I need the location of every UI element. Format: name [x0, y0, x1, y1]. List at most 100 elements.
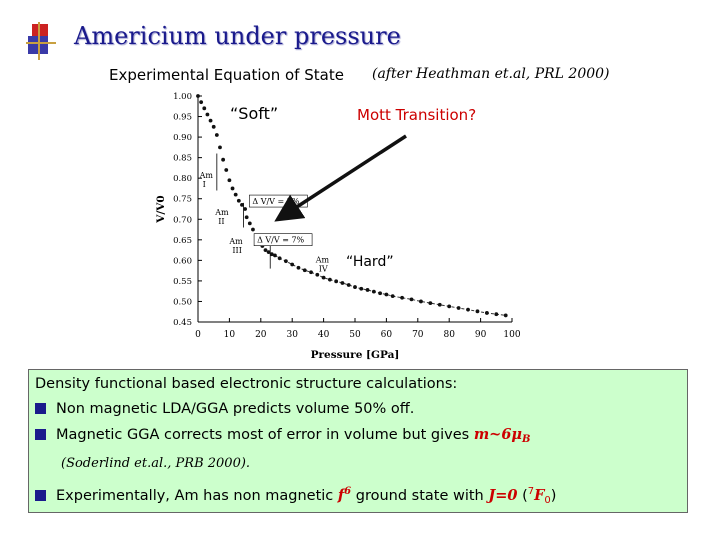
y-tick-label: 0.45	[173, 318, 192, 328]
data-point	[269, 252, 274, 257]
y-tick-label: 0.50	[173, 297, 192, 307]
term-subscript: 0	[544, 495, 551, 506]
data-point	[390, 294, 395, 299]
data-point	[251, 227, 255, 232]
slide-logo	[26, 22, 56, 60]
f-state: f6	[337, 486, 351, 504]
x-tick-label: 40	[318, 330, 330, 340]
data-point	[214, 133, 219, 137]
phase-label-am: Am	[199, 171, 214, 180]
phase-label-numeral: I	[203, 180, 206, 189]
data-point	[371, 289, 376, 294]
bullet-nonmagnetic: Non magnetic LDA/GGA predicts volume 50%…	[35, 401, 414, 417]
label-hard: “Hard”	[346, 254, 394, 270]
chart-subtitle: Experimental Equation of State	[109, 66, 344, 84]
data-point	[359, 286, 364, 291]
data-point	[244, 215, 249, 220]
data-point	[353, 285, 357, 289]
data-point	[378, 291, 383, 296]
data-point	[321, 275, 326, 280]
data-point	[227, 178, 232, 183]
phase-label-numeral: II	[218, 217, 224, 226]
data-point	[284, 259, 288, 264]
y-tick-label: 0.90	[173, 133, 192, 143]
f-letter: f	[337, 487, 345, 504]
data-point	[340, 281, 345, 285]
data-point	[236, 198, 241, 203]
phase-label-numeral: IV	[319, 264, 328, 273]
x-tick-label: 100	[503, 330, 520, 340]
bullet-square-icon	[35, 490, 46, 501]
data-point	[400, 295, 404, 300]
data-point	[290, 262, 295, 267]
delta-annotation: Δ V/V = 2%	[252, 197, 299, 206]
x-tick-label: 70	[412, 330, 424, 340]
data-point	[205, 112, 210, 117]
moment-subscript: B	[522, 434, 531, 445]
data-point	[202, 106, 207, 111]
delta-annotation: Δ V/V = 7%	[257, 236, 304, 245]
y-tick-label: 0.55	[173, 277, 192, 287]
data-point	[196, 94, 200, 98]
term-symbol: F	[534, 487, 545, 504]
data-point	[494, 312, 499, 317]
y-axis-label: V/V0	[155, 195, 167, 223]
x-tick-label: 0	[195, 330, 201, 340]
y-tick-label: 0.95	[173, 113, 192, 123]
box-intro: Density functional based electronic stru…	[35, 376, 458, 392]
data-point	[211, 124, 216, 129]
bullet-square-icon	[35, 429, 46, 440]
data-point	[456, 306, 461, 310]
data-point	[221, 157, 226, 162]
data-point	[240, 202, 244, 207]
x-tick-label: 10	[224, 330, 236, 340]
data-point	[334, 279, 339, 284]
data-point	[475, 309, 480, 314]
data-point	[466, 307, 470, 312]
y-tick-label: 0.85	[173, 154, 192, 164]
delta-annotation-box	[253, 233, 313, 246]
data-point	[428, 301, 433, 305]
data-point	[263, 248, 268, 252]
bullet-square-icon	[35, 403, 46, 414]
data-point	[346, 283, 351, 287]
data-point	[233, 192, 238, 197]
data-point	[365, 288, 370, 292]
x-tick-label: 20	[255, 330, 267, 340]
data-point	[327, 277, 332, 282]
y-tick-label: 0.60	[173, 256, 192, 266]
y-tick-label: 1.00	[173, 92, 192, 102]
data-point	[302, 268, 307, 273]
mott-arrow	[274, 134, 407, 222]
data-point	[199, 100, 204, 105]
data-point	[273, 253, 277, 258]
eos-chart: 1.00 0.95 0.90 0.85 0.80 0.75 0.70 0.65 0.60 0.55…	[155, 92, 521, 361]
label-mott-transition: Mott Transition?	[357, 106, 477, 124]
phase-label-am: Am	[315, 255, 330, 264]
y-tick-label: 0.65	[173, 236, 192, 246]
data-point	[266, 250, 271, 255]
citation: (after Heathman et.al, PRL 2000)	[372, 66, 610, 82]
bullet-text: Experimentally, Am has non magnetic	[56, 488, 338, 504]
term-superscript: 7	[527, 486, 535, 497]
data-point	[218, 145, 222, 150]
paren-close: )	[550, 488, 557, 504]
x-axis-label: Pressure [GPa]	[311, 349, 400, 361]
y-tick-label: 0.70	[173, 215, 192, 225]
data-point	[309, 270, 313, 275]
data-point	[484, 311, 489, 315]
data-point	[247, 221, 252, 226]
data-point	[243, 207, 247, 211]
data-point	[224, 168, 229, 172]
x-tick-label: 30	[286, 330, 298, 340]
moment-text: m~6μ	[473, 426, 523, 443]
summary-box: Density functional based electronic stru…	[28, 369, 688, 513]
x-tick-label: 60	[381, 330, 393, 340]
bullet-text: Non magnetic LDA/GGA predicts volume 50%…	[56, 401, 415, 417]
phase-label-am: Am	[214, 208, 229, 217]
moment-value: m~6μB	[473, 426, 531, 445]
data-point	[419, 299, 423, 304]
slide-title: Americium under pressure	[74, 22, 401, 50]
x-tick-label: 80	[443, 330, 455, 340]
bullet-text-mid: ground state with	[351, 488, 489, 504]
